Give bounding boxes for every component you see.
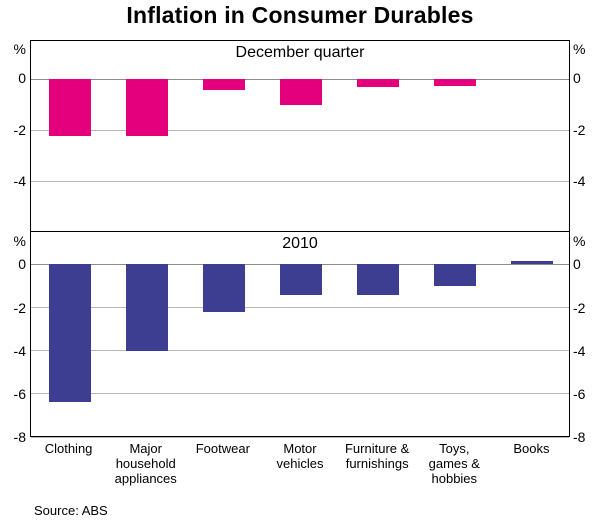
bar-footwear-2010 (202, 264, 245, 312)
gridline (31, 436, 569, 438)
y-tick-label-left: -4 (13, 172, 26, 189)
category-label-major-household-appliances: Major household appliances (114, 441, 177, 486)
y-tick-label-right: -4 (573, 342, 586, 359)
y-tick-label-right: -6 (573, 385, 586, 402)
bar-toys-games-hobbies-2010 (434, 264, 477, 286)
y-tick-label-left: 0 (18, 256, 26, 273)
category-label-clothing: Clothing (44, 441, 93, 456)
y-tick-label-right: -2 (573, 121, 586, 138)
y-tick-label-right: 0 (573, 256, 581, 273)
panel-title-december-quarter: December quarter (235, 44, 365, 61)
y-tick-label-left: -8 (13, 429, 26, 445)
y-tick-label-left: -4 (13, 342, 26, 359)
category-label-books: Books (513, 441, 550, 456)
y-tick-label-right: -8 (573, 429, 586, 445)
gridline (31, 130, 569, 132)
bar-clothing-december-quarter (48, 79, 91, 136)
panel-2010: 2010 (30, 232, 570, 438)
bar-furniture-furnishings-december-quarter (357, 79, 400, 88)
bar-major-household-appliances-december-quarter (125, 79, 168, 136)
gridline (31, 393, 569, 395)
y-tick-label-right: -4 (573, 172, 586, 189)
unit-label-right: % (573, 233, 586, 249)
panel-december-quarter: December quarter (30, 40, 570, 232)
bar-toys-games-hobbies-december-quarter (434, 79, 477, 86)
bar-books-2010 (511, 261, 554, 265)
unit-label-left: % (13, 41, 26, 57)
category-label-furniture-furnishings: Furniture & furnishings (344, 441, 410, 471)
panel-title-2010: 2010 (282, 235, 318, 252)
bar-furniture-furnishings-2010 (357, 264, 400, 295)
unit-label-left: % (13, 233, 26, 249)
bar-motor-vehicles-2010 (280, 264, 322, 295)
chart-title: Inflation in Consumer Durables (126, 2, 474, 28)
bar-motor-vehicles-december-quarter (280, 79, 322, 105)
gridline (31, 350, 569, 352)
y-tick-label-right: 0 (573, 70, 581, 87)
category-label-toys-games-hobbies: Toys, games & hobbies (428, 441, 480, 486)
y-tick-label-left: -2 (13, 299, 26, 316)
y-tick-label-left: -6 (13, 385, 26, 402)
category-label-footwear: Footwear (195, 441, 250, 456)
source-note: Source: ABS (34, 503, 108, 518)
gridline (31, 181, 569, 183)
bar-major-household-appliances-2010 (125, 264, 168, 351)
gridline (31, 307, 569, 309)
y-tick-label-left: 0 (18, 70, 26, 87)
category-label-motor-vehicles: Motor vehicles (276, 441, 324, 471)
bar-footwear-december-quarter (202, 79, 245, 90)
unit-label-right: % (573, 41, 586, 57)
y-tick-label-right: -2 (573, 299, 586, 316)
y-tick-label-left: -2 (13, 121, 26, 138)
bar-clothing-2010 (48, 264, 91, 403)
